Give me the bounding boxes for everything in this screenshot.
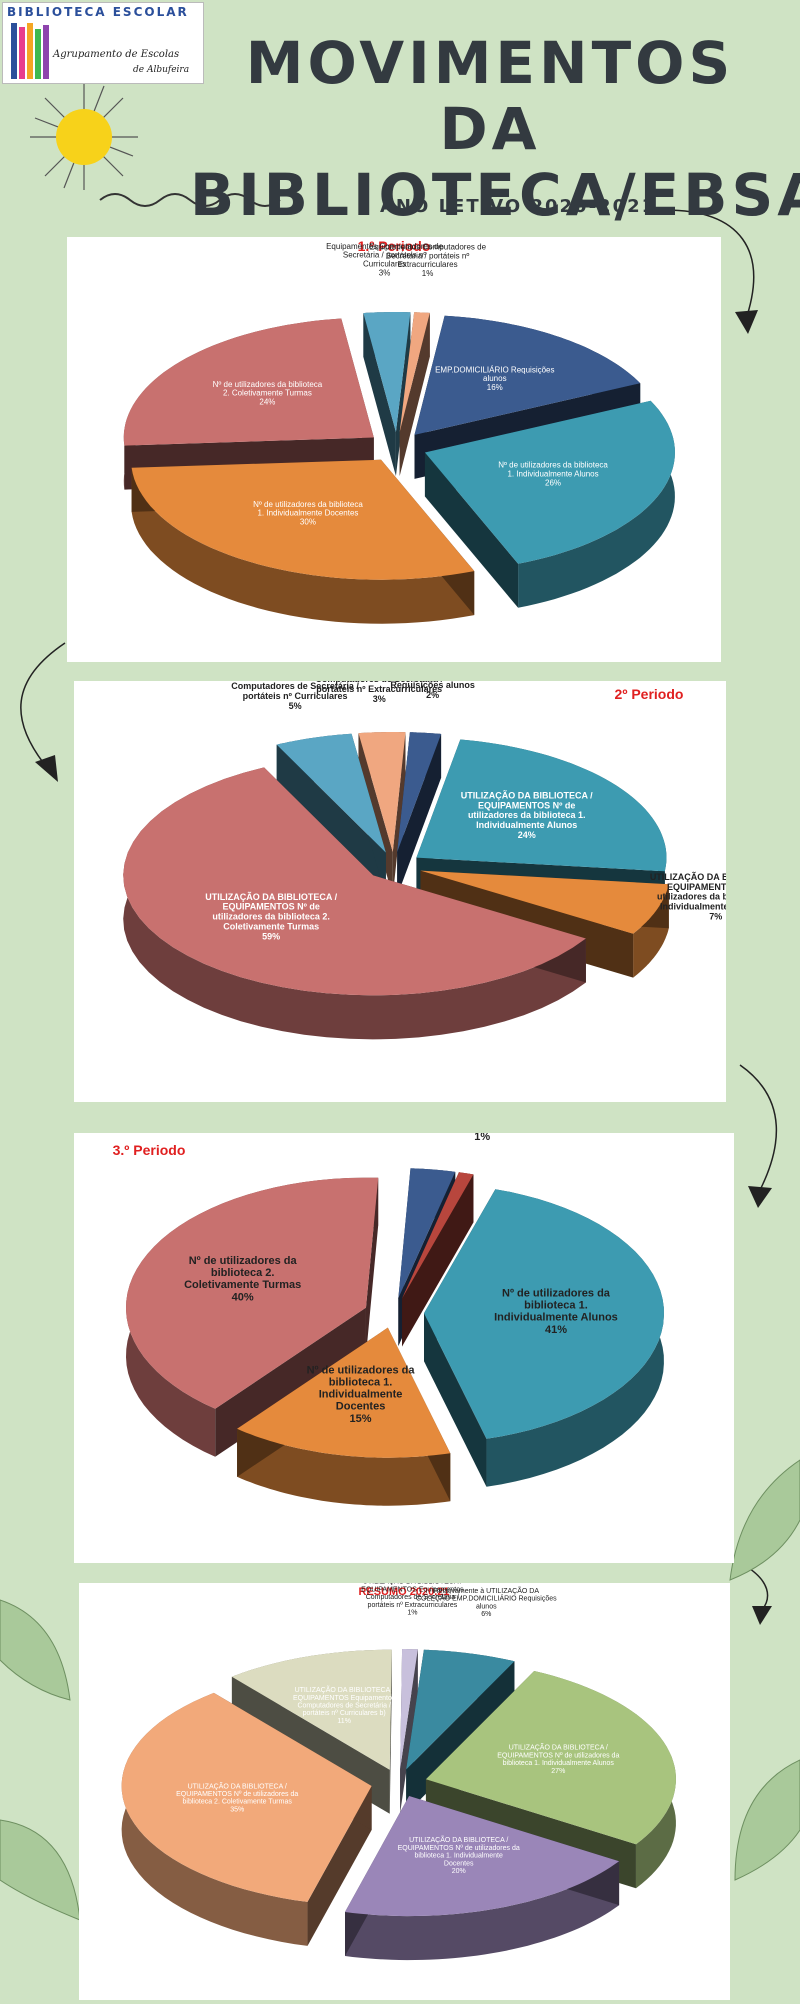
wave-line <box>99 193 281 207</box>
logo-line2: Agrupamento de Escolas <box>53 49 180 60</box>
slice-label-3: UTILIZAÇÃO DA BIBLIOTECA /EQUIPAMENTOS N… <box>650 872 726 922</box>
pie-slice-5 <box>276 733 386 897</box>
pie-slice-3 <box>345 1796 620 1961</box>
logo-line1: BIBLIOTECA ESCOLAR <box>7 5 189 19</box>
pie-slice-2 <box>424 400 675 608</box>
slice-label-2: UTILIZAÇÃO DA BIBLIOTECA / EQUIPAMENTOS N… <box>461 790 593 840</box>
slice-label-3: UTILIZAÇÃO DA BIBLIOTECA /EQUIPAMENTOS N… <box>398 1835 520 1875</box>
slice-label-6: Equipamentos Computadores de Secretária /… <box>369 242 487 277</box>
slice-label-3: Nº de utilizadores da biblioteca 1. Indiv… <box>253 500 363 527</box>
pie-slice-6 <box>400 1649 418 1814</box>
slice-label-1: EMP.DOMICILIÁRIO Requisições alunos 16% <box>435 365 554 392</box>
pie-slice-3 <box>423 1189 664 1487</box>
chart-title: RESUMO 2020.21 <box>358 1586 449 1598</box>
slice-label-3: Nº de utilizadores da biblioteca 1. Indivi… <box>494 1288 618 1336</box>
slice-label-2: Nº de utilizadores da biblioteca 1. Indiv… <box>498 461 608 488</box>
arrow-1 <box>664 209 755 323</box>
books-icon <box>11 23 49 79</box>
pie-slice-4 <box>121 1692 372 1946</box>
pie-slice-2 <box>402 1172 474 1347</box>
leaf-icon <box>0 1459 800 1921</box>
arrow-3 <box>739 1064 778 1191</box>
pie-slice-3 <box>131 459 475 624</box>
chart-title: 2º Periodo <box>615 686 684 702</box>
slice-label-2: UTILIZAÇÃO DA BIBLIOTECA / EQUIPAMENTOS N… <box>497 1743 619 1775</box>
sun-icon <box>30 80 138 190</box>
pie-slice-6 <box>399 312 430 477</box>
slice-label-4: Nº de utilizadores da biblioteca 2. Colet… <box>213 380 323 407</box>
chart-title: 1.º Periodo <box>358 238 431 254</box>
page-subtitle: ANO LETIVO 2020-2021 <box>380 196 657 217</box>
chart-panel-1: 1.º Periodo EMP.DOMICILIÁRIO Requisições a… <box>67 237 721 662</box>
slice-label-2: Nº DE DOCUMENTOSEMPRESTADOSPRESENCIALMEN… <box>426 1133 539 1143</box>
school-logo: BIBLIOTECA ESCOLAR Agrupamento de Escola… <box>2 2 204 84</box>
page-title: MOVIMENTOS DA BIBLIOTECA/EBSA <box>190 29 800 229</box>
arrow-2 <box>20 642 66 766</box>
logo-line3: de Albufeira <box>133 65 190 75</box>
slice-label-4: UTILIZAÇÃO DA BIBLIOTECA / EQUIPAMENTOS N… <box>176 1781 298 1813</box>
slice-label-5: Equipamentos Computadores de Secretária /… <box>326 242 444 277</box>
pie-slice-4 <box>237 1327 451 1506</box>
pie-chart-periodo-2: 2º PeriodoRelativamente à UTILIZAÇÃO DAC… <box>123 654 782 1040</box>
title-line1: MOVIMENTOS DA <box>245 29 735 163</box>
chart-title: 3.º Periodo <box>113 1142 186 1158</box>
pie-chart-periodo-1: 1.º Periodo EMP.DOMICILIÁRIO Requisições a… <box>123 238 675 624</box>
pie-slice-1 <box>397 732 442 897</box>
slice-label-4: UTILIZAÇÃO DA BIBLIOTECA / EQUIPAMENTOS N… <box>205 892 337 942</box>
slice-label-6: UTILIZAÇÃO DA BIBLIOTECA /EQUIPAMENTOS E… <box>361 1583 464 1617</box>
slice-label-5: Nº de utilizadores da biblioteca 2. Coleti… <box>184 1255 301 1303</box>
chart-panel-2: 2º PeriodoRelativamente à UTILIZAÇÃO DAC… <box>74 654 782 1102</box>
pie-slice-5 <box>363 312 411 477</box>
pie-slice-4 <box>123 767 586 1040</box>
chart-panel-4: RESUMO 2020.21 Relativamente à UTILIZAÇÃO… <box>79 1577 730 2000</box>
title-line2: BIBLIOTECA/EBSA <box>190 161 800 229</box>
slice-label-4: Nº de utilizadores da biblioteca 1. Indivi… <box>307 1364 416 1424</box>
slice-label-5: UTILIZAÇÃO DA BIBLIOTECA /EQUIPAMENTOS E… <box>293 1685 396 1725</box>
